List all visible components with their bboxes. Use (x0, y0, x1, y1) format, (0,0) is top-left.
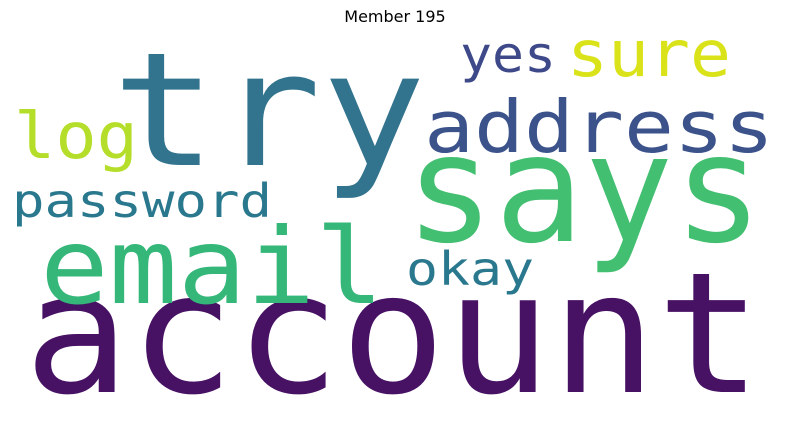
word-password: password (12, 174, 272, 228)
word-account: account (24, 236, 762, 427)
word-okay: okay (406, 242, 534, 296)
word-yes: yes (460, 26, 556, 84)
word-sure: sure (567, 18, 731, 92)
word-email: email (40, 206, 384, 328)
word-log: log (14, 100, 138, 174)
word-says: says (405, 103, 763, 277)
word-try: try (112, 19, 426, 203)
word-address: address (424, 85, 774, 169)
figure-title: Member 195 (344, 7, 446, 26)
